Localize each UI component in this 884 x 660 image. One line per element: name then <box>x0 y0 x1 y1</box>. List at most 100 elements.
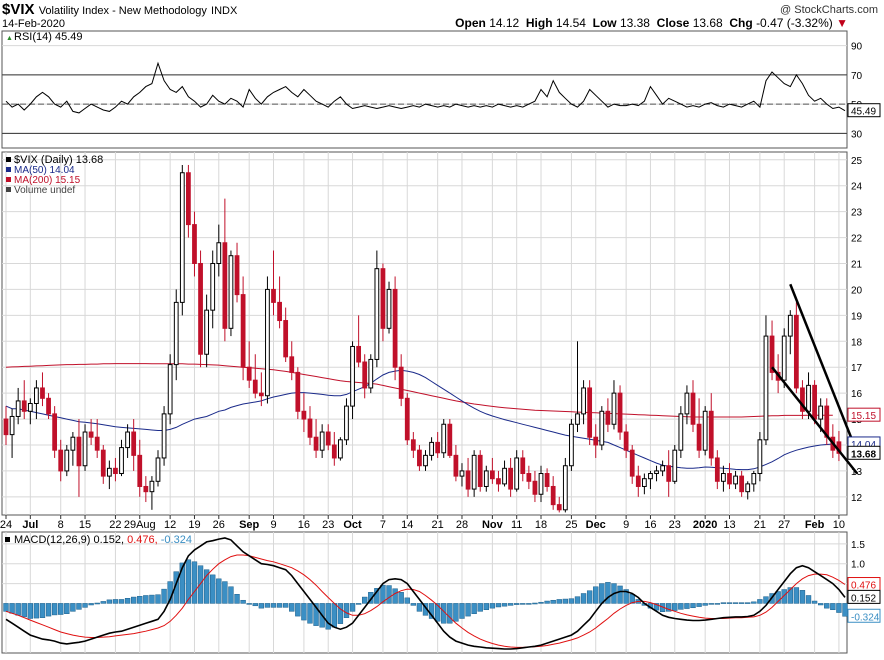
candle-body <box>113 467 118 475</box>
macd-histogram-bar <box>471 603 477 614</box>
candle-body <box>672 449 678 482</box>
x-tick-label: 29Aug <box>124 519 156 531</box>
candle-body <box>149 480 155 493</box>
copyright: @ StockCharts.com <box>780 4 878 16</box>
macd-histogram-bar <box>574 596 581 604</box>
price-tick-label: 24 <box>851 182 863 193</box>
high-value: 14.54 <box>555 16 586 30</box>
rsi-legend-icon: ▲ <box>6 35 13 42</box>
price-tick-label: 19 <box>851 311 863 322</box>
candle-body <box>787 314 793 337</box>
macd-histogram-bar <box>368 592 374 604</box>
candle-body <box>9 415 15 436</box>
ma50-line <box>5 369 833 471</box>
price-tick-label: 20 <box>851 285 863 296</box>
instrument-name: Volatility Index - New Methodology <box>38 5 207 17</box>
macd-histogram-bar <box>544 600 550 604</box>
candle-body <box>82 431 88 467</box>
macd-histogram-bar <box>258 603 265 609</box>
rsi-legend: RSI(14) 45.49 <box>14 31 82 43</box>
macd-histogram-bar <box>70 603 76 612</box>
candle-body <box>246 366 252 381</box>
ma200-value-box <box>847 407 881 422</box>
macd-histogram-bar <box>666 603 672 612</box>
macd-histogram-bar <box>124 598 131 604</box>
chg-label: Chg <box>729 16 753 30</box>
candle-body <box>429 441 434 456</box>
macd-histogram-bar <box>532 602 538 605</box>
macd-histogram-bar <box>100 601 106 604</box>
x-tick-label: 16 <box>644 519 656 531</box>
macd-histogram-bar <box>118 599 125 604</box>
candle-body <box>708 410 714 459</box>
candle-body <box>556 504 562 511</box>
macd-histogram-bar <box>343 603 350 618</box>
macd-histogram-bar <box>617 585 623 604</box>
candle-body <box>410 439 416 451</box>
candle-body <box>660 465 665 472</box>
macd-legend-signal: 0.476, <box>127 534 161 546</box>
macd-histogram-bar <box>526 603 532 605</box>
macd-histogram-bar <box>155 594 161 604</box>
x-tick-label: 13 <box>723 519 735 531</box>
candle-body <box>520 457 526 475</box>
macd-histogram-bar <box>593 586 599 604</box>
price-tick-label: 23 <box>851 208 863 219</box>
candle-body <box>289 356 295 373</box>
candle-body <box>575 413 580 425</box>
candle-body <box>106 467 112 477</box>
macd-histogram-bar <box>64 603 70 614</box>
candle-body <box>234 255 240 296</box>
ma50-legend-swatch <box>6 167 11 172</box>
macd-histogram-bar <box>751 601 757 604</box>
macd-histogram-bar <box>27 603 34 619</box>
candle-body <box>812 384 817 420</box>
ma200-value: 15.15 <box>851 411 876 422</box>
candle-body <box>192 224 197 264</box>
candle-body <box>295 371 301 412</box>
candle-body <box>745 483 751 493</box>
candle-body <box>623 431 629 451</box>
candle-body <box>240 294 246 368</box>
candle-body <box>818 405 824 420</box>
x-tick-label: 14 <box>401 519 413 531</box>
candle-body <box>216 242 222 264</box>
macd-histogram-bar <box>94 602 100 605</box>
macd-histogram-bar <box>301 603 307 621</box>
x-tick-label: 23 <box>322 519 334 531</box>
candle-body <box>137 454 143 487</box>
macd-histogram-bar <box>738 602 745 604</box>
panel-frame <box>1 531 848 654</box>
candle-body <box>386 288 392 329</box>
macd-value: 0.152 <box>851 593 876 604</box>
macd-histogram-bar <box>39 603 46 618</box>
candle-body <box>173 301 179 366</box>
candle-body <box>465 470 471 490</box>
rsi-last-value-box <box>847 103 881 118</box>
macd-histogram-bar <box>477 603 483 612</box>
candle-body <box>271 288 276 303</box>
macd-histogram-bar <box>307 603 313 624</box>
macd-histogram-bar <box>276 603 283 608</box>
rsi-last-value: 45.49 <box>851 107 876 118</box>
candle-body <box>404 397 410 441</box>
macd-histogram-bar <box>203 569 210 604</box>
candle-body <box>76 436 82 467</box>
candle-body <box>392 288 398 368</box>
candle-body <box>605 410 611 425</box>
macd-histogram-bar <box>392 588 398 604</box>
open-label: Open <box>455 16 486 30</box>
x-tick-label: Feb <box>805 519 825 531</box>
candle-body <box>368 358 374 389</box>
macd-histogram-bar <box>149 594 155 604</box>
x-tick-label: 9 <box>270 519 276 531</box>
macd-histogram-bar <box>179 562 185 604</box>
macd-histogram-bar <box>550 599 556 604</box>
candle-body <box>757 439 763 475</box>
candle-body <box>599 410 605 446</box>
candle-body <box>344 405 349 441</box>
candle-body <box>417 449 422 467</box>
candle-body <box>635 475 641 487</box>
macd-hist-value-box <box>847 608 881 623</box>
macd-hist-value: -0.324 <box>851 612 880 623</box>
